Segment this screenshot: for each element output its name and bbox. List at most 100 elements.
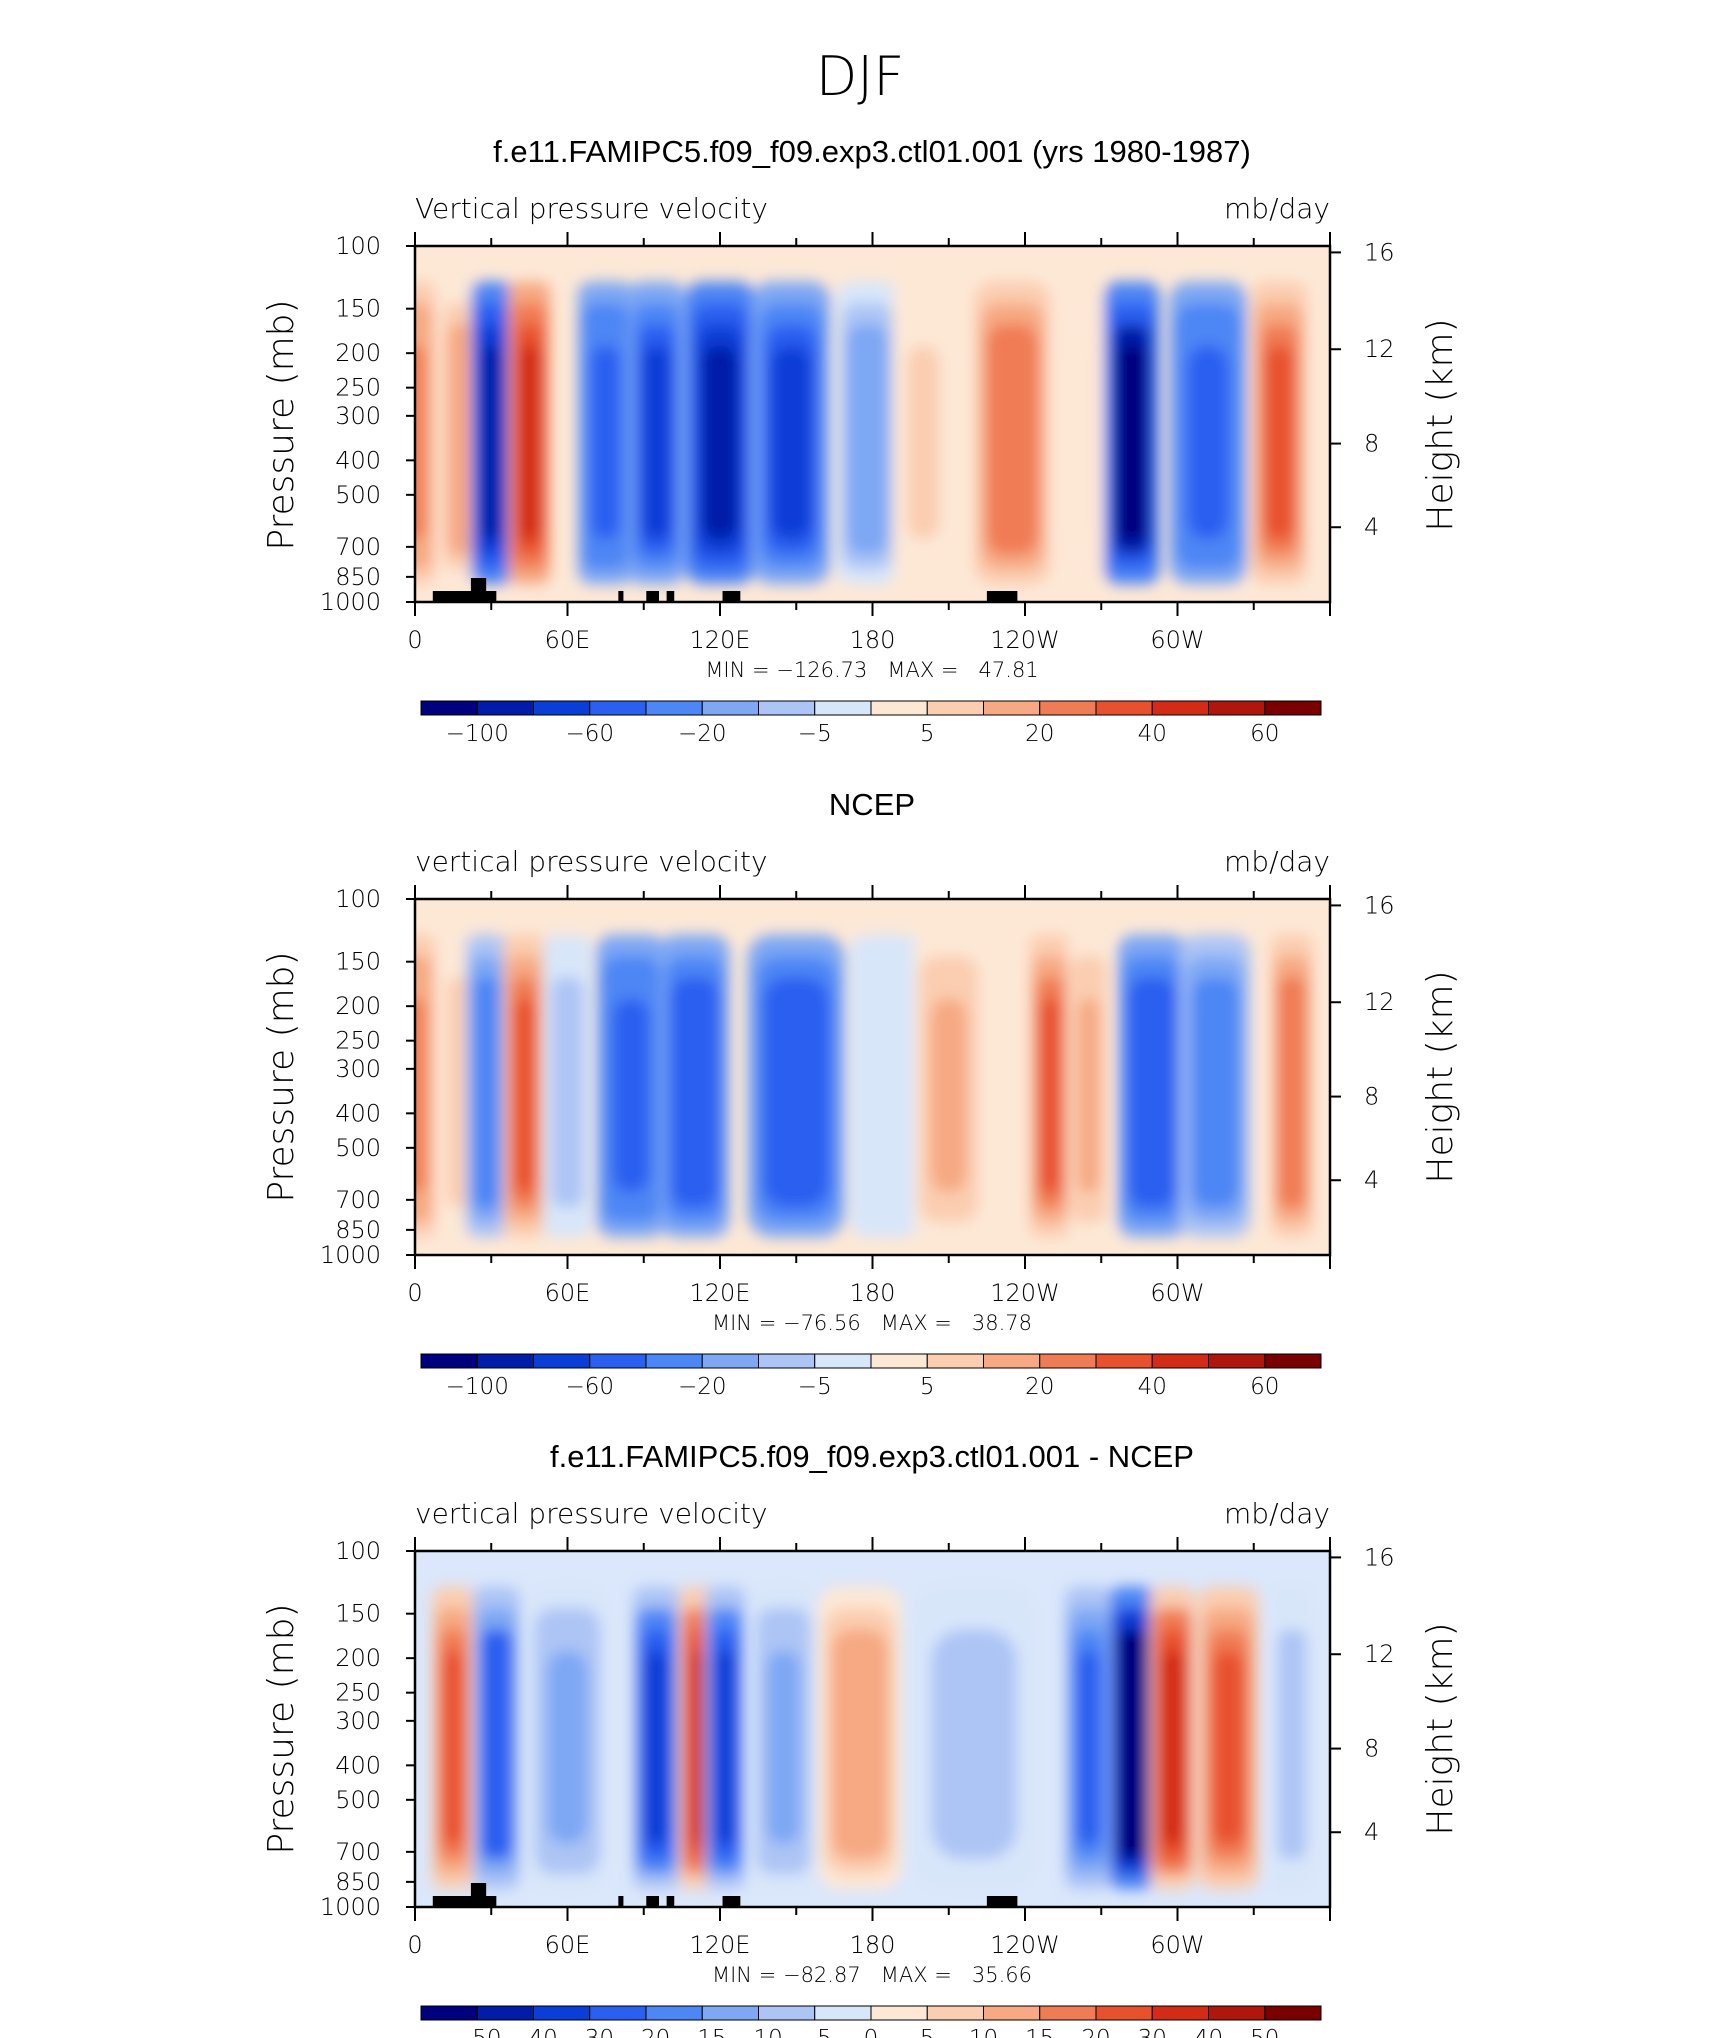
colorbar-swatch bbox=[533, 2005, 591, 2021]
x-tick-label: 120E bbox=[690, 1279, 751, 1307]
colorbar-swatch bbox=[814, 700, 872, 716]
colorbar-swatch bbox=[1095, 1353, 1153, 1369]
field-cell bbox=[415, 345, 426, 540]
panel-title: f.e11.FAMIPC5.f09_f09.exp3.ctl01.001 - N… bbox=[550, 1439, 1194, 1474]
field-cell bbox=[1187, 345, 1229, 540]
y-axis-right: 16 12 8 4 bbox=[1330, 1543, 1395, 1846]
y-tick-label: 200 bbox=[335, 1644, 381, 1672]
colorbar-label: −60 bbox=[565, 1374, 614, 1400]
x-tick-label: 120W bbox=[990, 1279, 1060, 1307]
colorbar: −100 −60 −20 −5 5 20 40 60 bbox=[420, 1353, 1322, 1400]
y-tick-label: 150 bbox=[335, 948, 381, 976]
y2-tick-label: 4 bbox=[1364, 513, 1379, 541]
colorbar-label: −10 bbox=[734, 2026, 783, 2038]
y-tick-label: 100 bbox=[335, 232, 381, 260]
min-max-stats: MIN = −82.87 MAX = 35.66 bbox=[712, 1963, 1032, 1987]
colorbar-swatch bbox=[476, 700, 534, 716]
colorbar-label: 20 bbox=[1081, 2026, 1110, 2038]
terrain-bar bbox=[666, 1896, 675, 1907]
x-tick-label: 120E bbox=[690, 1931, 751, 1959]
y-tick-label: 250 bbox=[335, 374, 381, 402]
field-blobs bbox=[432, 1586, 1313, 1890]
colorbar-swatch bbox=[420, 1353, 478, 1369]
colorbar-swatch bbox=[758, 1353, 816, 1369]
y2-tick-label: 16 bbox=[1364, 891, 1395, 919]
colorbar-label: 60 bbox=[1250, 721, 1279, 747]
colorbar-swatch bbox=[1039, 2005, 1097, 2021]
y-tick-label: 300 bbox=[335, 1055, 381, 1083]
min-max-stats: MIN = −76.56 MAX = 38.78 bbox=[712, 1311, 1032, 1335]
colorbar-swatch bbox=[926, 2005, 984, 2021]
colorbar-swatch bbox=[701, 1353, 759, 1369]
colorbar-label: 5 bbox=[920, 721, 935, 747]
field-cell bbox=[612, 998, 650, 1193]
y2-tick-label: 12 bbox=[1364, 988, 1395, 1016]
panel-obs: NCEP vertical pressure velocity mb/day 1… bbox=[261, 787, 1461, 1400]
colorbar-swatch bbox=[1264, 2005, 1322, 2021]
contour-field bbox=[415, 899, 1330, 1255]
y-tick-label: 850 bbox=[335, 1868, 381, 1896]
y2-tick-label: 12 bbox=[1364, 1640, 1395, 1668]
x-tick-label: 0 bbox=[407, 1931, 422, 1959]
x-tick-label: 60W bbox=[1150, 1931, 1204, 1959]
contour-field bbox=[415, 246, 1330, 602]
x-tick-label: 60W bbox=[1150, 1279, 1204, 1307]
field-cell bbox=[450, 345, 472, 540]
terrain-bar bbox=[722, 1896, 741, 1907]
field-cell bbox=[867, 998, 904, 1193]
colorbar-label: −5 bbox=[798, 2026, 832, 2038]
field-cell bbox=[1117, 345, 1147, 540]
field-cell bbox=[644, 1650, 669, 1845]
colorbar-swatch bbox=[420, 700, 478, 716]
panel-title: NCEP bbox=[829, 787, 915, 822]
colorbar-swatch bbox=[758, 2005, 816, 2021]
terrain-bar bbox=[646, 591, 659, 602]
colorbar: −50−40−30−20−15−10−505101520304050 bbox=[420, 2005, 1322, 2038]
field-cell bbox=[591, 345, 621, 540]
field-cell bbox=[442, 1650, 465, 1845]
colorbar-label: −100 bbox=[446, 1374, 509, 1400]
field-cell bbox=[766, 1650, 801, 1845]
colorbar-swatch bbox=[983, 2005, 1041, 2021]
colorbar-swatch bbox=[589, 2005, 647, 2021]
colorbar-swatch bbox=[983, 1353, 1041, 1369]
x-tick-label: 60E bbox=[545, 1279, 591, 1307]
colorbar-swatch bbox=[533, 1353, 591, 1369]
field-cell bbox=[480, 345, 502, 540]
field-blobs bbox=[415, 934, 1313, 1238]
field-cell bbox=[714, 1650, 736, 1845]
colorbar-swatch bbox=[1208, 2005, 1266, 2021]
y-tick-label: 850 bbox=[335, 1216, 381, 1244]
terrain-bar bbox=[722, 591, 741, 602]
x-tick-label: 120W bbox=[990, 1931, 1060, 1959]
field-cell bbox=[837, 1650, 882, 1845]
field-cell bbox=[1133, 998, 1171, 1193]
min-max-stats: MIN = −126.73 MAX = 47.81 bbox=[705, 658, 1038, 682]
colorbar-label: 60 bbox=[1250, 1374, 1279, 1400]
colorbar-label: −5 bbox=[798, 1374, 832, 1400]
terrain-bar bbox=[470, 578, 487, 602]
season-title: DJF bbox=[816, 45, 905, 108]
terrain-bar bbox=[986, 1896, 1018, 1907]
x-tick-label: 180 bbox=[850, 626, 896, 654]
colorbar-label: −60 bbox=[565, 721, 614, 747]
y2-tick-label: 8 bbox=[1364, 1083, 1379, 1111]
colorbar-label: 40 bbox=[1138, 1374, 1167, 1400]
colorbar-swatch bbox=[758, 700, 816, 716]
field-cell bbox=[1066, 345, 1096, 540]
colorbar-swatch bbox=[983, 700, 1041, 716]
y-tick-label: 700 bbox=[335, 533, 381, 561]
colorbar-swatch bbox=[1264, 700, 1322, 716]
y-axis-right: 16 12 8 4 bbox=[1330, 238, 1395, 541]
y2-tick-label: 4 bbox=[1364, 1166, 1379, 1194]
colorbar-swatch bbox=[420, 2005, 478, 2021]
colorbar-label: 50 bbox=[1250, 2026, 1279, 2038]
y2-tick-label: 16 bbox=[1364, 1543, 1395, 1571]
colorbar-swatch bbox=[476, 1353, 534, 1369]
y-tick-label: 1000 bbox=[320, 1893, 381, 1921]
field-cell bbox=[513, 998, 536, 1193]
terrain-bar bbox=[646, 1896, 659, 1907]
field-cell bbox=[415, 998, 426, 1193]
